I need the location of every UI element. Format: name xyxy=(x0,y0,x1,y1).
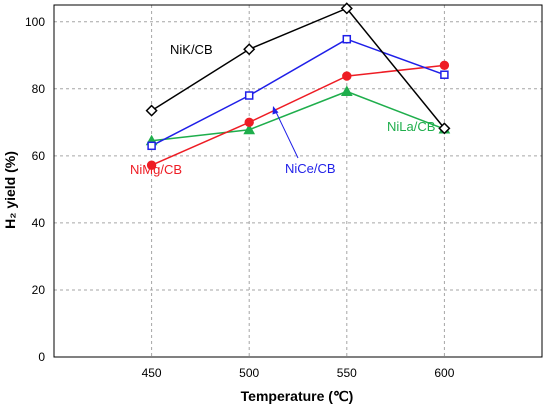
series-line xyxy=(151,64,445,166)
series-label: NiLa/CB xyxy=(387,119,435,134)
plot-area-frame xyxy=(53,4,543,358)
data-point xyxy=(147,141,156,151)
y-tick-label: 40 xyxy=(32,216,46,230)
data-point xyxy=(243,43,256,56)
data-point xyxy=(438,122,451,135)
data-point xyxy=(244,117,254,128)
data-point xyxy=(340,85,353,96)
y-tick-label: 60 xyxy=(32,149,46,163)
y-tick-label: 80 xyxy=(32,82,46,96)
data-point xyxy=(146,160,157,170)
x-axis-title: Temperature (℃) xyxy=(241,388,354,404)
y-axis-ticks: 0 20 40 60 80 100 xyxy=(25,15,45,364)
series-label: NiK/CB xyxy=(170,42,213,57)
series-labels: NiK/CB NiCe/CB NiMg/CB NiLa/CB xyxy=(130,42,435,177)
data-point xyxy=(340,2,353,15)
data-point xyxy=(440,70,449,79)
data-point xyxy=(342,71,352,81)
grid-lines xyxy=(54,5,542,357)
x-tick-label: 500 xyxy=(239,366,259,380)
data-point xyxy=(342,34,352,44)
data-point xyxy=(243,123,256,135)
series-label: NiMg/CB xyxy=(130,162,182,177)
x-tick-label: 550 xyxy=(337,366,357,380)
x-tick-label: 600 xyxy=(434,366,454,380)
y-tick-label: 20 xyxy=(32,283,46,297)
data-point xyxy=(244,91,254,100)
series-line xyxy=(151,90,445,142)
y-tick-label: 0 xyxy=(38,350,45,364)
series-label: NiCe/CB xyxy=(285,161,336,176)
annotation-arrow-shaft xyxy=(275,111,299,159)
y-tick-label: 100 xyxy=(25,15,45,29)
x-tick-label: 450 xyxy=(142,366,162,380)
data-point xyxy=(439,60,450,71)
y-axis-title: H₂ yield (%) xyxy=(2,151,18,229)
series-line xyxy=(151,38,445,147)
data-point xyxy=(145,104,158,117)
series-lines xyxy=(145,2,451,170)
x-axis-ticks: 450 500 550 600 xyxy=(142,366,455,380)
annotation-arrow-head xyxy=(272,106,279,115)
series-line xyxy=(151,7,445,129)
